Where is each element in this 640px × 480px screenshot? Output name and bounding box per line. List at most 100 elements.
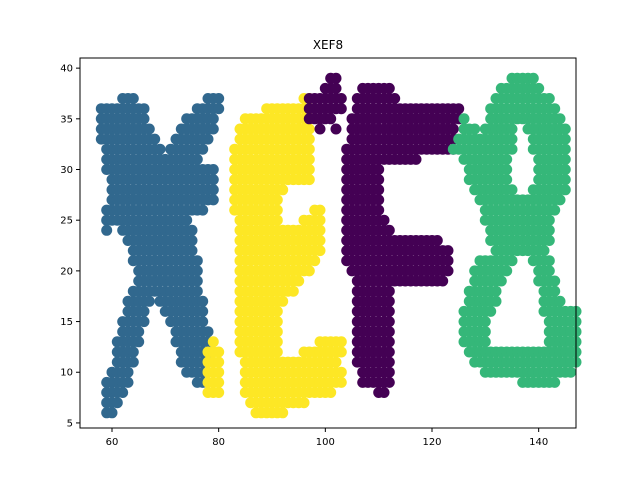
- data-point-series-2: [373, 194, 385, 206]
- data-point-series-1: [330, 356, 342, 368]
- data-point-series-2: [378, 214, 390, 226]
- data-point-series-1: [293, 275, 305, 287]
- data-point-series-1: [271, 316, 283, 328]
- data-point-series-1: [277, 407, 289, 419]
- data-point-series-0: [127, 356, 139, 368]
- data-point-series-2: [442, 265, 454, 277]
- data-point-series-2: [325, 113, 337, 125]
- data-point-series-2: [383, 356, 395, 368]
- data-point-series-0: [207, 174, 219, 186]
- data-point-series-1: [298, 397, 310, 409]
- data-point-series-3: [549, 204, 561, 216]
- data-point-series-0: [138, 316, 150, 328]
- data-point-series-0: [197, 305, 209, 317]
- data-point-series-2: [410, 153, 422, 165]
- data-point-series-1: [309, 255, 321, 267]
- data-point-series-1: [207, 336, 219, 348]
- data-point-series-3: [506, 133, 518, 145]
- data-point-series-0: [186, 224, 198, 236]
- data-point-series-0: [213, 103, 225, 115]
- data-point-series-0: [207, 164, 219, 175]
- data-point-series-0: [197, 204, 209, 216]
- data-point-series-2: [389, 93, 401, 104]
- data-point-series-1: [335, 366, 347, 378]
- data-point-series-3: [543, 93, 555, 104]
- data-point-series-0: [191, 265, 203, 277]
- data-point-series-2: [335, 103, 347, 115]
- x-tick-label: 120: [422, 437, 441, 448]
- data-point-series-2: [383, 336, 395, 348]
- data-point-series-0: [133, 336, 145, 348]
- y-tick-label: 15: [60, 317, 73, 328]
- data-point-series-2: [383, 285, 395, 297]
- data-point-series-0: [111, 397, 123, 409]
- data-point-series-0: [207, 113, 219, 125]
- data-point-series-3: [479, 326, 491, 338]
- data-point-series-3: [506, 184, 518, 196]
- data-point-series-3: [501, 265, 513, 277]
- data-point-series-0: [143, 123, 155, 135]
- data-point-series-0: [202, 133, 214, 145]
- data-point-series-1: [271, 194, 283, 206]
- data-point-series-0: [207, 194, 219, 206]
- data-point-series-0: [122, 366, 134, 378]
- data-point-series-1: [303, 153, 315, 165]
- data-point-series-0: [191, 275, 203, 287]
- data-point-series-2: [383, 316, 395, 328]
- data-point-series-2: [330, 123, 342, 135]
- data-point-series-0: [143, 295, 155, 307]
- data-point-series-0: [186, 245, 198, 257]
- data-point-series-1: [213, 376, 225, 388]
- data-point-series-0: [127, 93, 139, 104]
- data-point-series-2: [447, 123, 459, 135]
- data-point-series-0: [133, 326, 145, 338]
- points-layer: [95, 72, 582, 419]
- data-point-series-3: [506, 123, 518, 135]
- data-point-series-2: [330, 82, 342, 94]
- data-point-series-3: [559, 133, 571, 145]
- data-point-series-3: [543, 224, 555, 236]
- data-point-series-2: [442, 255, 454, 267]
- data-point-series-2: [330, 72, 342, 84]
- data-point-series-1: [335, 346, 347, 358]
- data-point-series-3: [559, 123, 571, 135]
- data-point-series-2: [373, 184, 385, 196]
- chart-title: XEF8: [313, 38, 343, 52]
- data-point-series-0: [191, 255, 203, 267]
- x-tick-label: 60: [106, 437, 119, 448]
- data-point-series-3: [490, 285, 502, 297]
- data-point-series-0: [202, 326, 214, 338]
- data-point-series-2: [383, 82, 395, 94]
- data-point-series-3: [549, 285, 561, 297]
- data-point-series-1: [325, 387, 337, 398]
- data-point-series-3: [549, 275, 561, 287]
- data-point-series-1: [271, 214, 283, 226]
- data-point-series-3: [543, 235, 555, 246]
- data-point-series-1: [287, 285, 299, 297]
- data-point-series-0: [106, 407, 118, 419]
- data-point-series-0: [191, 285, 203, 297]
- y-tick-label: 30: [60, 165, 73, 176]
- y-tick-label: 5: [67, 418, 73, 429]
- data-point-series-2: [383, 346, 395, 358]
- data-point-series-3: [554, 113, 566, 125]
- data-point-series-3: [469, 123, 481, 135]
- y-axis: 5 10 15 20 25 30 35 40: [60, 64, 80, 429]
- data-point-series-1: [213, 387, 225, 398]
- data-point-series-1: [303, 133, 315, 145]
- data-point-series-1: [335, 376, 347, 388]
- data-point-series-0: [127, 346, 139, 358]
- data-point-series-2: [373, 164, 385, 175]
- data-point-series-1: [271, 326, 283, 338]
- data-point-series-2: [383, 326, 395, 338]
- data-point-series-0: [181, 214, 193, 226]
- data-point-series-2: [378, 387, 390, 398]
- data-point-series-3: [543, 255, 555, 267]
- data-point-series-1: [303, 123, 315, 135]
- data-point-series-3: [559, 164, 571, 175]
- data-point-series-3: [479, 316, 491, 328]
- data-point-series-3: [501, 153, 513, 165]
- data-point-series-1: [213, 346, 225, 358]
- data-point-series-0: [154, 143, 166, 155]
- data-point-series-3: [559, 143, 571, 155]
